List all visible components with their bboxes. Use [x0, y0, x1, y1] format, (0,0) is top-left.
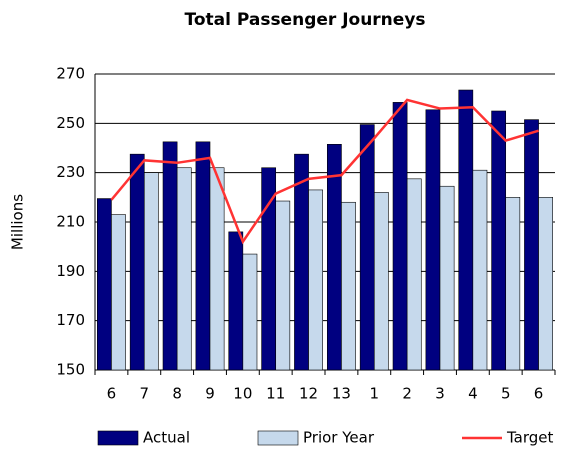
- bar: [524, 119, 539, 371]
- bar: [392, 102, 408, 371]
- y-tick-label: 190: [56, 262, 85, 280]
- bar: [162, 141, 178, 371]
- chart-title: Total Passenger Journeys: [184, 10, 425, 30]
- bar: [97, 198, 112, 371]
- bar: [505, 197, 521, 371]
- bar: [275, 200, 291, 371]
- y-tick-label: 150: [56, 361, 85, 379]
- bar: [439, 185, 455, 371]
- x-tick-label: 6: [107, 385, 117, 403]
- legend-label: Target: [506, 429, 554, 447]
- bar: [326, 144, 342, 371]
- x-tick-label: 4: [468, 385, 478, 403]
- legend-label: Actual: [143, 429, 190, 447]
- bar: [538, 197, 553, 371]
- bar: [359, 124, 375, 371]
- x-tick-label: 11: [266, 385, 285, 403]
- bar: [458, 89, 474, 371]
- y-tick-label: 170: [56, 311, 85, 329]
- legend-swatch: [257, 430, 299, 446]
- x-tick-label: 7: [140, 385, 150, 403]
- x-tick-label: 3: [435, 385, 445, 403]
- bar: [111, 214, 126, 371]
- bar: [341, 201, 356, 371]
- bar: [129, 153, 145, 371]
- bar: [308, 189, 324, 371]
- x-tick-label: 10: [233, 385, 252, 403]
- y-tick-label: 210: [56, 213, 85, 231]
- bar: [209, 167, 225, 371]
- bar: [143, 172, 159, 371]
- bar: [425, 109, 441, 371]
- bar: [294, 153, 309, 371]
- legend-label: Prior Year: [303, 429, 375, 447]
- x-tick-label: 13: [332, 385, 351, 403]
- y-tick-label: 270: [56, 65, 85, 83]
- bar: [406, 178, 422, 371]
- x-tick-label: 1: [370, 385, 380, 403]
- x-tick-label: 9: [205, 385, 215, 403]
- bar: [228, 231, 244, 371]
- x-tick-label: 5: [501, 385, 511, 403]
- x-tick-label: 6: [534, 385, 544, 403]
- x-tick-label: 12: [299, 385, 318, 403]
- y-axis-label: Millions: [9, 194, 27, 250]
- bar: [176, 167, 192, 371]
- bar: [491, 110, 507, 371]
- line: [110, 98, 539, 245]
- x-tick-label: 2: [402, 385, 412, 403]
- bar: [472, 169, 488, 371]
- bar: [195, 141, 211, 371]
- bar: [242, 253, 258, 371]
- bar: [373, 192, 389, 371]
- legend-swatch: [97, 430, 139, 446]
- y-tick-label: 230: [56, 163, 85, 181]
- x-tick-label: 8: [172, 385, 182, 403]
- y-tick-label: 250: [56, 114, 85, 132]
